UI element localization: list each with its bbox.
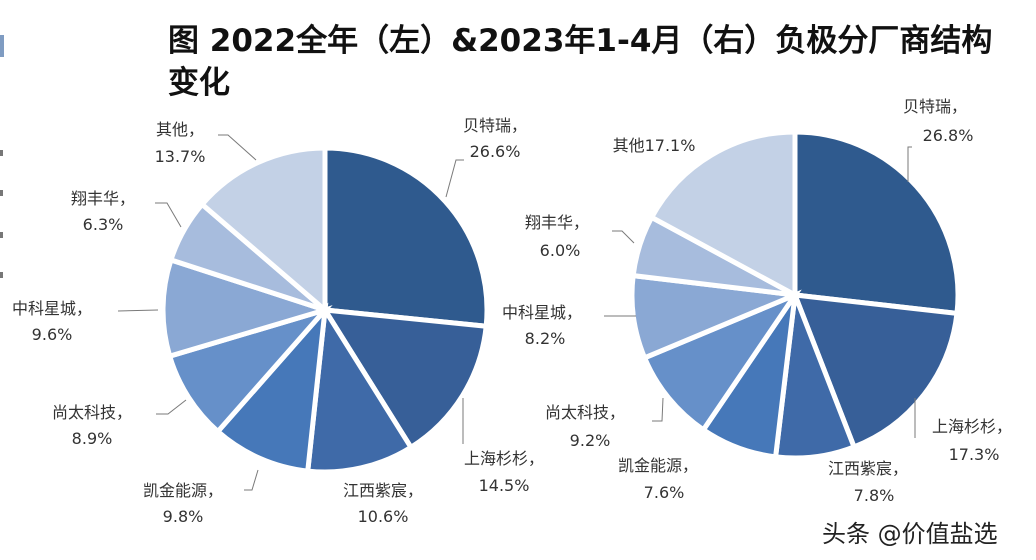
- label-value: 8.2%: [525, 329, 566, 348]
- labels-left: 贝特瑞， 26.6% 上海杉杉， 14.5% 江西紫宸， 10.6% 凯金能源，…: [12, 116, 544, 526]
- label-name: 尚太科技，: [545, 403, 625, 422]
- pie-slice: [304, 302, 415, 475]
- left-edge-fragment: [0, 35, 4, 57]
- leader-lines-left: [117, 134, 464, 491]
- chart-title-line-1: 图 2022全年（左）&2023年1-4月（右）负极分厂商结构: [168, 23, 993, 59]
- label-name: 江西紫宸，: [343, 481, 423, 500]
- label-value: 26.6%: [470, 142, 521, 161]
- label-name: 江西紫宸，: [828, 459, 908, 478]
- label-name: 翔丰华，: [71, 189, 135, 208]
- label-value: 10.6%: [358, 507, 409, 526]
- label-name: 尚太科技，: [52, 403, 132, 422]
- label-value: 13.7%: [155, 147, 206, 166]
- pie-slice: [160, 256, 334, 360]
- watermark: 头条 @价值盐选: [822, 520, 998, 548]
- pie-slice: [322, 145, 490, 329]
- label-value: 8.9%: [72, 429, 113, 448]
- label-value: 14.5%: [479, 476, 530, 495]
- leader-lines-right: [604, 146, 916, 438]
- label-name: 翔丰华，: [525, 213, 589, 232]
- label-name: 凯金能源，: [618, 456, 698, 475]
- labels-right: 贝特瑞， 26.8% 上海杉杉， 17.3% 江西紫宸， 7.8% 凯金能源， …: [502, 97, 1012, 505]
- label-value: 9.8%: [163, 507, 204, 526]
- pie-slice: [198, 145, 328, 316]
- label-value: 17.3%: [949, 445, 1000, 464]
- label-name: 其他17.1%: [613, 136, 696, 155]
- pie-slice: [320, 307, 489, 451]
- label-value: 6.3%: [83, 215, 124, 234]
- pie-chart-2022: [160, 145, 490, 475]
- label-value: 26.8%: [923, 126, 974, 145]
- chart-title: 图 2022全年（左）&2023年1-4月（右）负极分厂商结构 变化: [168, 20, 1028, 104]
- left-edge-mark: [0, 190, 3, 196]
- label-name: 中科星城，: [12, 299, 92, 318]
- pie-slice: [792, 129, 961, 317]
- left-edge-mark: [0, 150, 3, 156]
- label-name: 贝特瑞，: [903, 97, 967, 116]
- label-value: 7.6%: [644, 483, 685, 502]
- pie-slice: [648, 129, 798, 300]
- label-name: 其他，: [156, 120, 204, 139]
- label-name: 凯金能源，: [143, 481, 223, 500]
- pie-chart-2023-jan-apr: [629, 129, 961, 461]
- label-name: 贝特瑞，: [463, 116, 527, 135]
- label-value: 6.0%: [540, 241, 581, 260]
- pie-slice: [791, 292, 960, 451]
- label-value: 9.2%: [570, 431, 611, 450]
- label-name: 上海杉杉，: [932, 417, 1012, 436]
- label-value: 9.6%: [32, 325, 73, 344]
- label-name: 中科星城，: [502, 303, 582, 322]
- left-edge-mark: [0, 232, 3, 238]
- chart-title-line-2: 变化: [168, 65, 230, 101]
- label-value: 7.8%: [854, 486, 895, 505]
- pie-slice: [214, 302, 329, 474]
- label-name: 上海杉杉，: [464, 449, 544, 468]
- left-edge-mark: [0, 272, 3, 278]
